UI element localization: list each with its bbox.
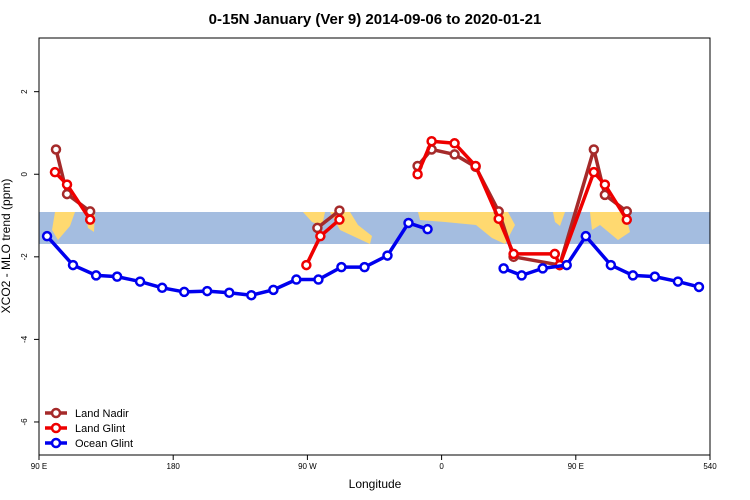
plot-frame: [38, 37, 711, 456]
data-point: [599, 179, 611, 190]
data-point: [111, 271, 123, 282]
x-axis-label: Longitude: [349, 477, 402, 491]
data-point: [134, 276, 146, 287]
data-point: [621, 214, 633, 225]
data-point: [412, 168, 423, 180]
data-point: [61, 179, 73, 190]
data-point: [246, 289, 257, 301]
data-point: [537, 263, 548, 274]
data-point: [508, 248, 519, 260]
data-point: [312, 222, 323, 234]
data-point: [516, 270, 527, 281]
data-point: [156, 282, 168, 294]
data-point: [291, 274, 302, 285]
data-point: [549, 248, 561, 260]
data-point: [41, 230, 53, 242]
x-tick-label: 180: [167, 462, 181, 471]
data-point: [599, 189, 611, 201]
x-tick-label: 0: [439, 462, 444, 471]
x-tick-label: 90 W: [298, 462, 317, 471]
data-point: [693, 281, 705, 293]
series-line: [53, 139, 629, 267]
legend-marker: [50, 437, 62, 449]
data-point: [605, 259, 617, 271]
data-point: [588, 144, 600, 155]
data-point: [493, 213, 504, 225]
y-tick-label: 0: [20, 171, 29, 176]
data-point: [649, 271, 661, 282]
data-point: [470, 160, 481, 172]
x-tick-label: 90 E: [568, 462, 584, 471]
chart-title: 0-15N January (Ver 9) 2014-09-06 to 2020…: [209, 11, 542, 28]
data-point: [90, 270, 102, 281]
data-point: [449, 138, 460, 149]
data-point: [498, 263, 509, 274]
data-point: [301, 259, 312, 271]
data-point: [84, 214, 96, 225]
legend-label: Ocean Glint: [75, 438, 133, 450]
legend-marker: [50, 422, 62, 434]
data-point: [627, 270, 639, 281]
data-point: [268, 284, 279, 296]
land: [553, 212, 630, 240]
data-point: [49, 166, 61, 178]
legend-label: Land Glint: [75, 423, 125, 435]
data-point: [315, 230, 326, 242]
data-point: [449, 149, 460, 160]
data-point: [422, 223, 433, 235]
data-point: [61, 188, 73, 200]
data-point: [334, 205, 345, 216]
land: [303, 212, 372, 244]
land: [418, 212, 515, 244]
data-point: [334, 214, 345, 225]
data-point: [67, 259, 79, 271]
data-point: [201, 285, 213, 297]
y-axis-label: XCO2 - MLO trend (ppm): [0, 179, 13, 314]
data-point: [382, 250, 393, 261]
x-tick-label: 90 E: [31, 462, 47, 471]
y-tick-label: -2: [20, 253, 29, 261]
data-point: [336, 261, 347, 273]
data-point: [426, 135, 437, 147]
data-point: [50, 144, 62, 155]
data-point: [403, 217, 414, 229]
data-point: [561, 259, 572, 271]
data-point: [588, 166, 600, 178]
y-tick-label: -4: [20, 335, 29, 343]
y-tick-label: 2: [20, 89, 29, 94]
x-tick-label: 540: [703, 462, 717, 471]
map-background: [39, 212, 710, 244]
data-point: [580, 230, 592, 242]
land: [52, 212, 95, 240]
data-point: [672, 276, 684, 287]
legend-label: Land Nadir: [75, 408, 129, 420]
y-tick-label: -6: [20, 418, 29, 426]
data-point: [359, 261, 370, 273]
data-point: [178, 286, 190, 298]
data-point: [224, 287, 235, 298]
legend-marker: [50, 407, 62, 419]
data-point: [313, 274, 324, 285]
